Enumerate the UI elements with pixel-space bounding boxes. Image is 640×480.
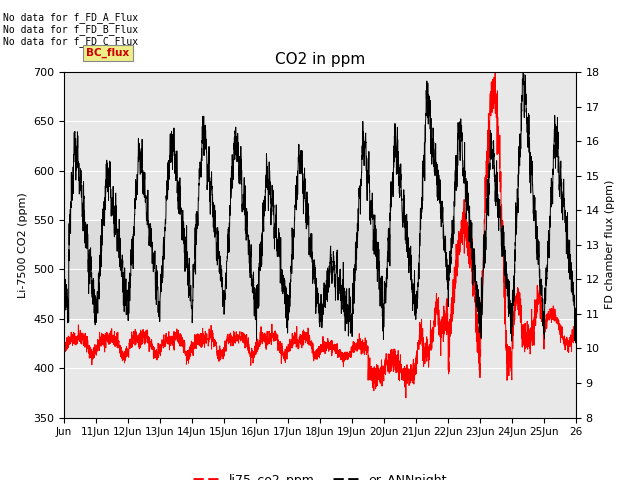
Text: No data for f_FD_C_Flux: No data for f_FD_C_Flux: [3, 36, 138, 47]
Text: BC_flux: BC_flux: [86, 48, 130, 58]
Y-axis label: Li-7500 CO2 (ppm): Li-7500 CO2 (ppm): [17, 192, 28, 298]
Text: No data for f_FD_A_Flux: No data for f_FD_A_Flux: [3, 12, 138, 23]
Legend: li75_co2_ppm, er_ANNnight: li75_co2_ppm, er_ANNnight: [188, 469, 452, 480]
Y-axis label: FD chamber flux (ppm): FD chamber flux (ppm): [605, 180, 616, 310]
Title: CO2 in ppm: CO2 in ppm: [275, 52, 365, 67]
Bar: [64, 220, 576, 319]
Text: No data for f_FD_B_Flux: No data for f_FD_B_Flux: [3, 24, 138, 35]
